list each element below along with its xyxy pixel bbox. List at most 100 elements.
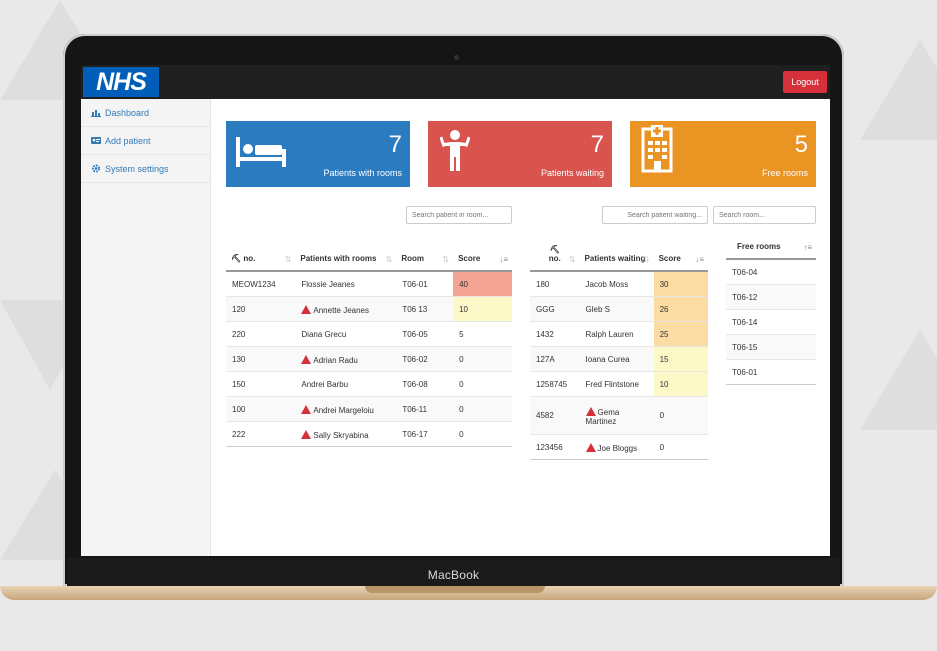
cell-room: T06-05 — [396, 321, 454, 347]
cell-patient-name: Joe Bloggs — [579, 434, 654, 460]
cell-patient-name: Diana Grecu — [295, 321, 397, 347]
laptop-chin: MacBook — [67, 558, 840, 586]
sidebar-item-label: System settings — [105, 163, 169, 174]
sort-desc-icon[interactable]: ↓≡ — [499, 255, 508, 264]
camera — [454, 55, 459, 60]
warning-icon — [301, 354, 312, 364]
column-header-score[interactable]: Score ↓≡ — [453, 233, 512, 272]
cell-no: 130 — [226, 346, 296, 372]
table-row[interactable]: 220 Diana Grecu T06-05 5 — [226, 321, 512, 347]
sort-desc-icon[interactable]: ↓≡ — [695, 255, 704, 264]
sidebar: Dashboard Add patient System settings — [81, 99, 211, 556]
column-header-no[interactable]: ⛏︎ no. ⇅ — [530, 233, 580, 272]
card-value: 7 — [388, 131, 402, 158]
card-patients-waiting[interactable]: 7 Patients waiting — [428, 121, 612, 187]
cell-no: 127A — [530, 346, 580, 372]
card-free-rooms[interactable]: 5 Free rooms — [630, 121, 816, 187]
table-row[interactable]: 1258745 Fred Flintstone 10 — [530, 371, 708, 397]
cell-score: 15 — [653, 346, 708, 372]
device-label: MacBook — [427, 568, 480, 582]
column-header-patients-waiting[interactable]: Patients waiting ⇅ — [579, 233, 654, 272]
sort-icon[interactable]: ⇅ — [385, 255, 393, 264]
sort-icon[interactable]: ⇅ — [568, 255, 576, 264]
sort-icon[interactable]: ⇅ — [284, 255, 292, 264]
cell-score: 0 — [453, 346, 512, 372]
sidebar-item-add-patient[interactable]: Add patient — [81, 127, 210, 155]
cell-no: MEOW1234 — [226, 270, 296, 297]
cell-patient-name: Ralph Lauren — [579, 321, 654, 347]
laptop-notch — [365, 586, 545, 593]
cell-score: 0 — [653, 434, 708, 460]
cell-patient-name: Gleb S — [579, 296, 654, 322]
cell-score: 5 — [453, 321, 512, 347]
app-screen: NHS Logout Dashboard Add patient System … — [81, 65, 830, 556]
cell-no: 220 — [226, 321, 296, 347]
warning-icon — [585, 442, 596, 452]
table-row[interactable]: T06-15 — [726, 334, 816, 360]
card-patients-with-rooms[interactable]: 7 Patients with rooms — [226, 121, 410, 187]
cell-room: T06-15 — [726, 334, 816, 360]
cell-patient-name: Gema Martinez — [579, 396, 654, 435]
cell-patient-name: Fred Flintstone — [579, 371, 654, 397]
table-row[interactable]: 4582 Gema Martinez 0 — [530, 396, 708, 435]
table-row[interactable]: 127A Ioana Curea 15 — [530, 346, 708, 372]
cell-no: 123456 — [530, 434, 580, 460]
card-value: 5 — [794, 131, 808, 158]
column-header-no[interactable]: ⛏︎ no. ⇅ — [226, 233, 296, 272]
cell-score: 10 — [453, 296, 512, 322]
table-row[interactable]: T06-14 — [726, 309, 816, 335]
column-header-score[interactable]: Score ↓≡ — [653, 233, 708, 272]
table-row[interactable]: 120 Annette Jeanes T06 13 10 — [226, 296, 512, 322]
table-row[interactable]: 130 Adrian Radu T06-02 0 — [226, 346, 512, 372]
table-row[interactable]: GGG Gleb S 26 — [530, 296, 708, 322]
gear-icon — [91, 164, 101, 173]
table-row[interactable]: 1432 Ralph Lauren 25 — [530, 321, 708, 347]
cell-score: 26 — [653, 296, 708, 322]
cell-no: 1432 — [530, 321, 580, 347]
table-row[interactable]: 222 Sally Skryabina T06-17 0 — [226, 421, 512, 447]
sort-icon[interactable]: ⇅ — [642, 255, 650, 264]
cell-score: 0 — [453, 396, 512, 422]
search-patient-in-room-input[interactable] — [406, 206, 512, 224]
table-row[interactable]: T06-01 — [726, 359, 816, 385]
sidebar-item-label: Add patient — [105, 135, 151, 146]
column-header-free-rooms[interactable]: Free rooms ↑≡ — [726, 233, 816, 260]
column-header-patients-with-rooms[interactable]: Patients with rooms ⇅ — [295, 233, 397, 272]
sort-asc-icon[interactable]: ↑≡ — [803, 243, 812, 252]
logout-button[interactable]: Logout — [783, 71, 827, 93]
sidebar-item-dashboard[interactable]: Dashboard — [81, 99, 210, 127]
cell-patient-name: Ioana Curea — [579, 346, 654, 372]
cell-room: T06-17 — [396, 421, 454, 447]
cell-patient-name: Andrei Barbu — [295, 371, 397, 397]
search-room-input[interactable] — [713, 206, 816, 224]
sort-icon[interactable]: ⇅ — [442, 255, 450, 264]
table-row[interactable]: 180 Jacob Moss 30 — [530, 270, 708, 297]
cell-score: 40 — [453, 270, 512, 297]
cell-room: T06-02 — [396, 346, 454, 372]
cell-no: 120 — [226, 296, 296, 322]
cell-room: T06 13 — [396, 296, 454, 322]
table-row[interactable]: 100 Andrei Margeloiu T06-11 0 — [226, 396, 512, 422]
table-row[interactable]: T06-12 — [726, 284, 816, 310]
cell-no: 4582 — [530, 396, 580, 435]
card-value: 7 — [590, 131, 604, 158]
warning-icon — [301, 304, 312, 314]
warning-icon — [585, 406, 596, 416]
table-row[interactable]: 150 Andrei Barbu T06-08 0 — [226, 371, 512, 397]
cell-score: 25 — [653, 321, 708, 347]
search-patient-waiting-input[interactable] — [602, 206, 708, 224]
cell-patient-name: Jacob Moss — [579, 270, 654, 297]
table-row[interactable]: MEOW1234 Flossie Jeanes T06-01 40 — [226, 270, 512, 297]
card-label: Patients with rooms — [323, 168, 402, 178]
cell-score: 0 — [453, 421, 512, 447]
sidebar-item-system-settings[interactable]: System settings — [81, 155, 210, 183]
cell-score: 30 — [653, 270, 708, 297]
patients-with-rooms-table: ⛏︎ no. ⇅ Patients with rooms ⇅ Room ⇅ Score… — [226, 233, 512, 447]
column-header-room[interactable]: Room ⇅ — [396, 233, 454, 272]
person-icon — [440, 130, 470, 171]
table-row[interactable]: 123456 Joe Bloggs 0 — [530, 434, 708, 460]
nhs-logo[interactable]: NHS — [83, 67, 159, 97]
cell-score: 0 — [653, 396, 708, 435]
table-row[interactable]: T06-04 — [726, 258, 816, 285]
cell-room: T06-08 — [396, 371, 454, 397]
